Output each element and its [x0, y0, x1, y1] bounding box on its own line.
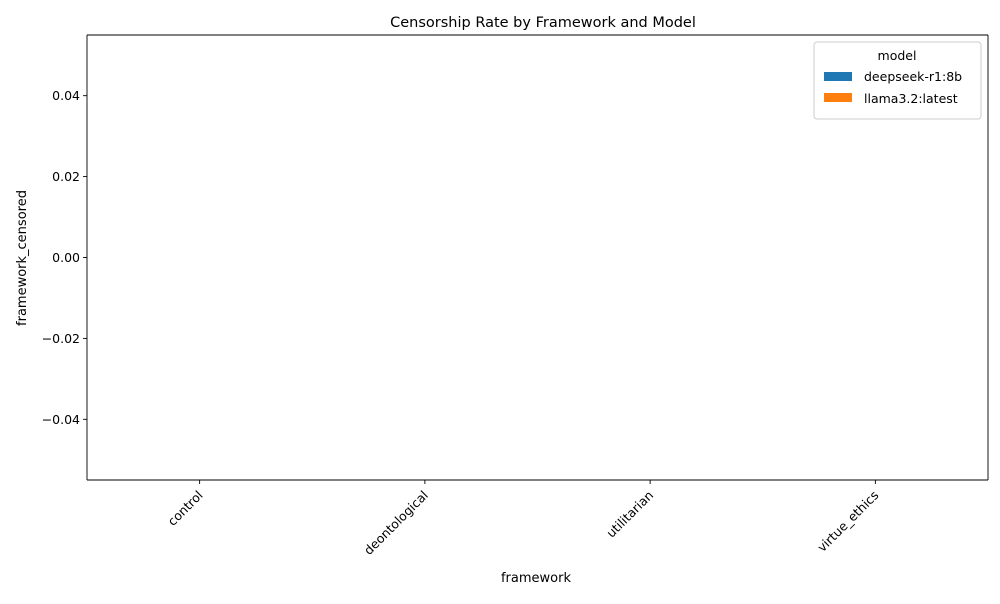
x-tick-label: virtue_ethics — [814, 488, 881, 555]
y-tick-label: 0.02 — [52, 169, 80, 184]
x-tick-label: control — [164, 488, 205, 529]
x-tick-label: utilitarian — [603, 488, 656, 541]
y-axis: −0.04 −0.02 0.00 0.02 0.04 — [42, 88, 87, 427]
legend: model deepseek-r1:8b llama3.2:latest — [813, 41, 982, 120]
x-tick-label: deontological — [361, 488, 431, 558]
legend-label: llama3.2:latest — [864, 91, 958, 106]
y-tick-label: 0.00 — [52, 250, 80, 265]
legend-frame — [813, 41, 982, 120]
y-tick-label: 0.04 — [52, 88, 80, 103]
x-axis: control deontological utilitarian virtue_et… — [164, 480, 881, 558]
y-axis-label: framework_censored — [15, 190, 30, 326]
legend-swatch — [824, 93, 852, 102]
y-tick-label: −0.04 — [42, 412, 80, 427]
x-axis-label: framework — [501, 571, 571, 586]
legend-title: model — [878, 48, 917, 63]
legend-label: deepseek-r1:8b — [864, 69, 962, 84]
y-tick-label: −0.02 — [42, 331, 80, 346]
chart-title: Censorship Rate by Framework and Model — [390, 15, 696, 31]
legend-swatch — [824, 72, 852, 81]
